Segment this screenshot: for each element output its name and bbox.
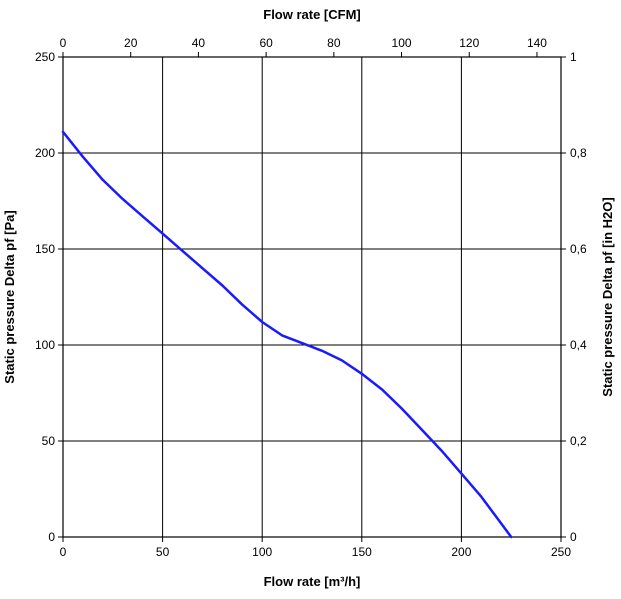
x2-tick-label: 140 — [527, 36, 547, 50]
gridlines — [62, 56, 562, 538]
y-tick-label: 150 — [35, 242, 55, 256]
y2-tick-label: 0 — [570, 530, 577, 544]
x-tick-label: 50 — [156, 545, 170, 559]
x2-tick-label: 60 — [259, 36, 273, 50]
y2-tick-label: 0,8 — [570, 146, 587, 160]
y2-tick-label: 1 — [570, 50, 577, 64]
x2-tick-label: 80 — [327, 36, 341, 50]
x2-tick-label: 20 — [124, 36, 138, 50]
y-tick-label: 50 — [42, 434, 56, 448]
y-tick-label: 200 — [35, 146, 55, 160]
y-axis-title: Static pressure Delta pf [Pa] — [2, 210, 17, 383]
y-tick-label: 250 — [35, 50, 55, 64]
y2-tick-label: 0,6 — [570, 242, 587, 256]
y2-axis-title: Static pressure Delta pf [in H2O] — [600, 197, 615, 396]
x2-tick-label: 0 — [60, 36, 67, 50]
x2-tick-label: 100 — [392, 36, 412, 50]
x2-tick-label: 120 — [459, 36, 479, 50]
x-axis-title: Flow rate [m³/h] — [264, 574, 361, 589]
x2-axis-title: Flow rate [CFM] — [263, 7, 361, 22]
x-tick-label: 150 — [352, 545, 372, 559]
y-tick-label: 0 — [48, 530, 55, 544]
y-tick-label: 100 — [35, 338, 55, 352]
y2-tick-label: 0,4 — [570, 338, 587, 352]
x-tick-label: 200 — [451, 545, 471, 559]
x-tick-label: 250 — [551, 545, 571, 559]
plot-frame — [62, 56, 562, 538]
pressure-curve — [61, 130, 513, 539]
y2-tick-label: 0,2 — [570, 434, 587, 448]
x2-tick-label: 40 — [192, 36, 206, 50]
x-tick-label: 0 — [60, 545, 67, 559]
x-tick-label: 100 — [252, 545, 272, 559]
